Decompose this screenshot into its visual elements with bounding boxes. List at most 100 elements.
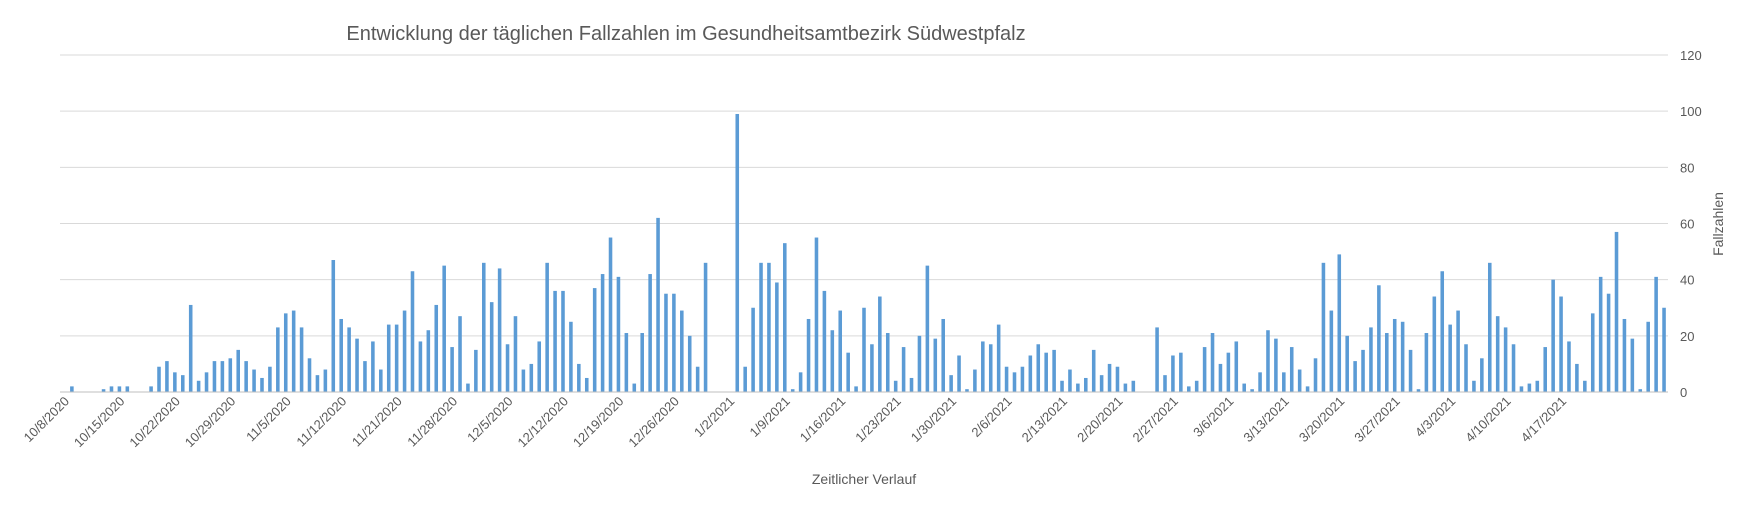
x-tick-label: 3/6/2021 [1190,394,1236,440]
bar [1321,262,1326,392]
bar [70,386,74,392]
bar [1258,372,1262,392]
bar [1099,375,1104,392]
bar [347,327,351,392]
bar [1163,375,1167,392]
bar [1369,327,1373,392]
bar [600,274,605,392]
x-tick-label: 3/13/2021 [1240,394,1292,446]
bar [1266,330,1270,392]
y-axis-label: Fallzahlen [1710,192,1726,256]
bar [537,341,542,392]
bar [893,380,898,392]
bar [363,361,367,392]
bar [1250,389,1254,392]
bar [664,293,668,392]
bar [1575,363,1579,392]
y-tick-label: 20 [1680,329,1694,344]
x-tick-label: 10/22/2020 [126,394,183,451]
bar [1313,358,1318,392]
bar [775,282,779,392]
y-axis-tick-labels: 0 20 40 60 80 100 120 [1680,48,1702,400]
y-tick-label: 120 [1680,48,1702,63]
bar [260,377,264,392]
bar [1305,386,1310,392]
y-tick-label: 100 [1680,104,1702,119]
bar [1107,363,1112,392]
bar [1337,254,1342,392]
bar [1456,310,1460,392]
bar [1598,276,1603,392]
bar [1622,318,1627,392]
bar [1226,352,1231,392]
bar [339,318,343,392]
bar [838,310,843,392]
bar [1060,380,1064,392]
bar [1440,271,1445,392]
x-tick-label: 11/21/2020 [349,394,405,450]
bar [680,310,684,392]
bar [1289,347,1294,392]
bar [410,271,415,392]
x-tick-label: 10/8/2020 [21,394,73,446]
bar [402,310,407,392]
bar [909,377,914,392]
x-axis-label: Zeitlicher Verlauf [812,471,916,487]
bar [925,265,930,393]
bar [283,313,288,392]
bar [1416,389,1421,392]
bar [1028,355,1033,392]
x-tick-label: 11/12/2020 [293,394,349,450]
bar [735,113,740,392]
bar [806,318,811,392]
bar [996,324,1001,392]
x-tick-label: 12/26/2020 [625,394,682,451]
bar [204,372,209,392]
bar [323,369,328,392]
bar [759,262,763,392]
bar [1274,338,1278,392]
bar [1385,333,1389,392]
bar [1194,380,1199,392]
bar [1361,349,1365,393]
bar [632,383,637,392]
bar [949,375,953,392]
y-tick-label: 0 [1680,385,1687,400]
bar [181,375,185,392]
bar [1424,333,1429,392]
bar [355,338,359,392]
bar [117,386,122,392]
bar [331,260,336,392]
bar [553,290,557,392]
bar [1091,349,1096,393]
bar [1068,369,1072,392]
bar [1583,380,1587,392]
bar [767,262,771,392]
bar [252,369,256,392]
bar [157,366,161,392]
bar [1012,372,1017,392]
bar [592,288,597,392]
bar [276,327,280,392]
bar [497,268,502,392]
bar [268,366,272,392]
bar [1495,316,1500,392]
bar [505,344,510,392]
bar [1551,279,1555,392]
y-tick-label: 60 [1680,217,1694,232]
bar [846,352,850,392]
bar [703,262,708,392]
x-tick-label: 1/9/2021 [747,394,793,440]
bar [386,324,391,392]
bar [149,386,153,392]
bar [188,304,193,392]
bar [1464,344,1468,392]
x-tick-label: 1/23/2021 [852,394,904,446]
bar [695,366,700,392]
bar [1036,344,1041,392]
bar [101,389,106,392]
bar [545,262,549,392]
bar [917,335,922,392]
x-tick-label: 11/28/2020 [404,394,460,450]
